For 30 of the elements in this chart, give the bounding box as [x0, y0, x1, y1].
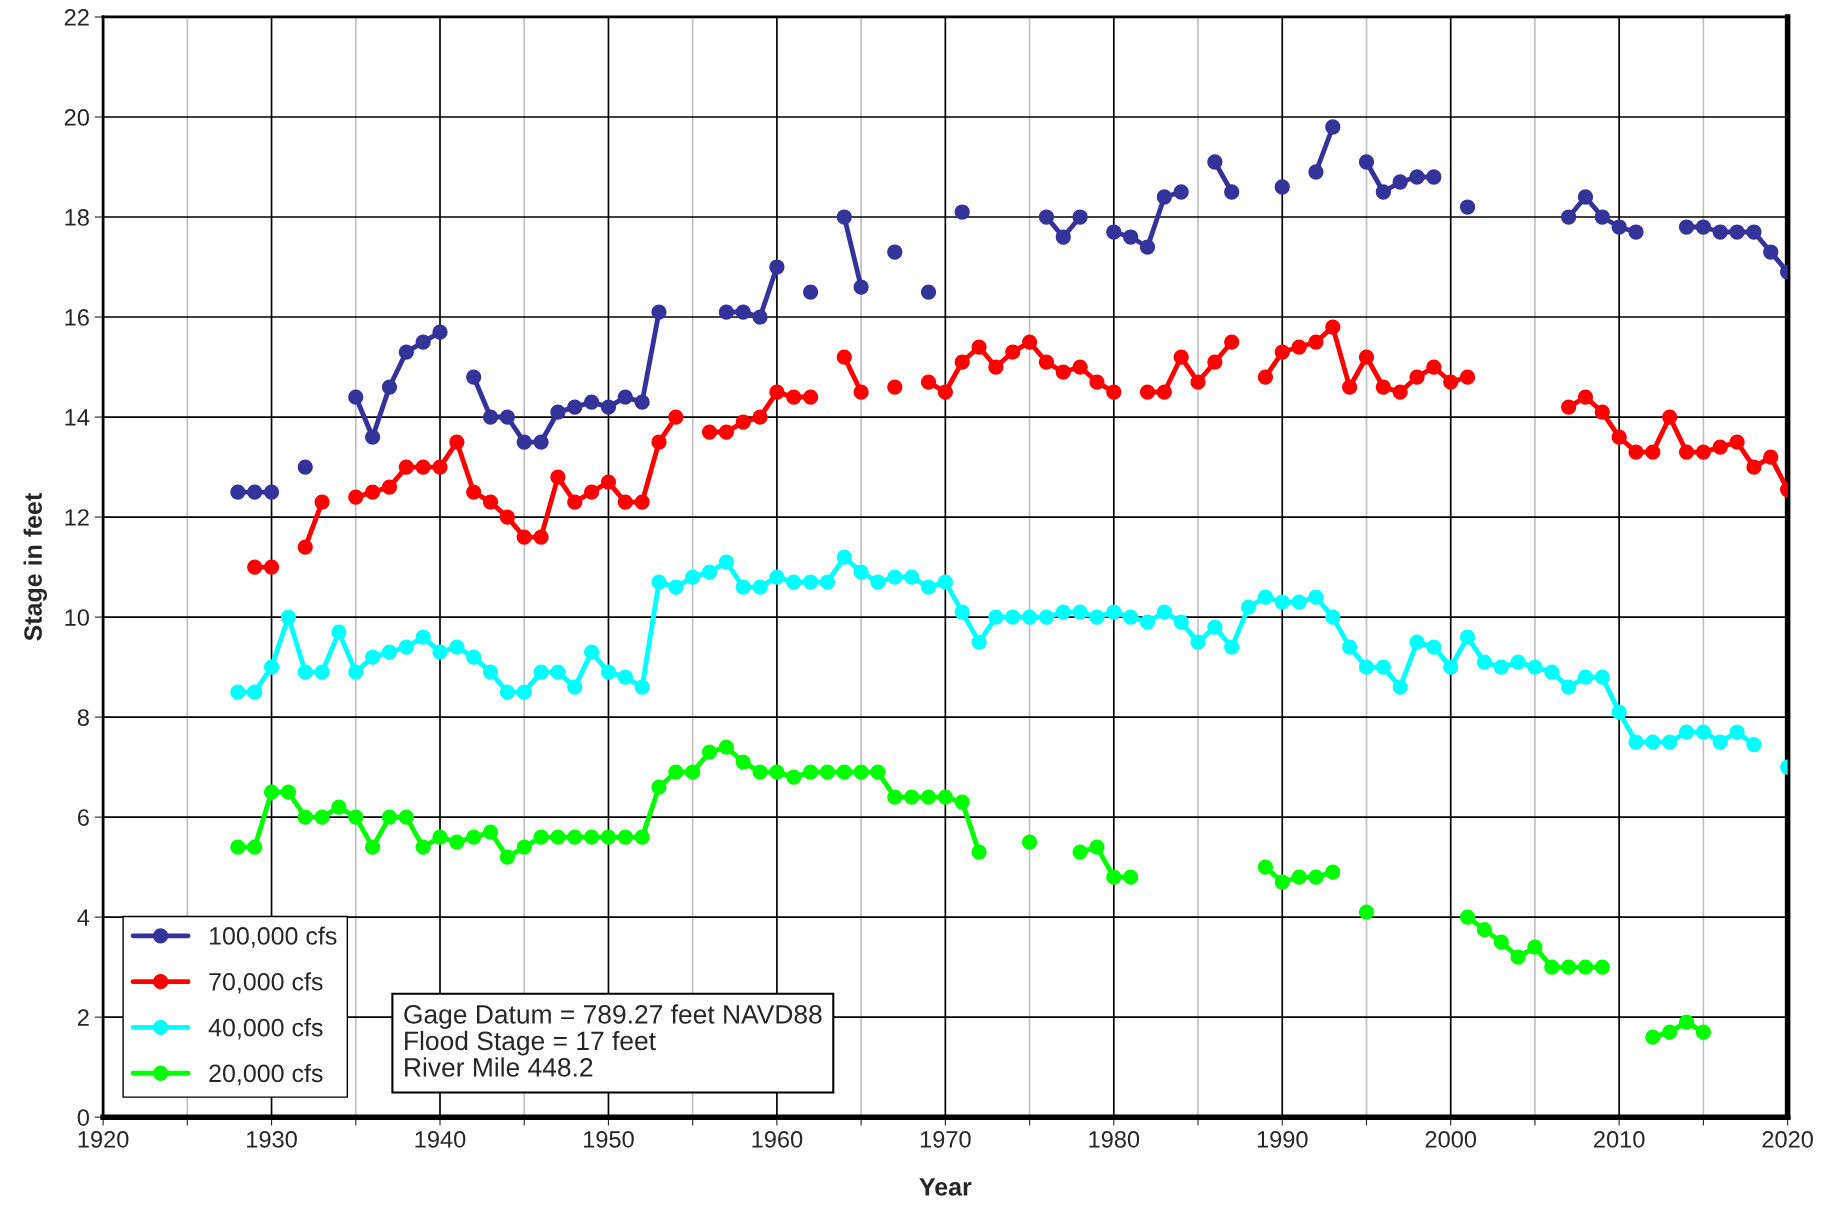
- legend-label: 100,000 cfs: [210, 926, 337, 948]
- x-tick-label: 1990: [1257, 1130, 1308, 1148]
- y-tick-label: 4: [77, 909, 90, 926]
- legend-label: 70,000 cfs: [209, 972, 323, 994]
- x-tick-label: 2010: [1594, 1130, 1645, 1148]
- legend-label: 40,000 cfs: [208, 1018, 323, 1040]
- y-tick-label: 0: [77, 1109, 89, 1126]
- legend-label: 20,000 cfs: [209, 1063, 323, 1086]
- y-tick-label: 8: [77, 709, 89, 726]
- x-tick-label: 1940: [415, 1130, 466, 1148]
- y-tick-label: 16: [65, 309, 89, 326]
- annotation: Gage Datum = 789.27 feet NAVD88 Flood Stage = 17 feet River Mile 448.2: [404, 1004, 822, 1077]
- y-tick-label: 14: [65, 409, 90, 426]
- x-tick-label: 1980: [1089, 1130, 1140, 1148]
- y-tick-label: 12: [65, 509, 89, 526]
- y-tick-label: 2: [77, 1009, 89, 1026]
- x-tick-label: 2020: [1762, 1130, 1813, 1148]
- x-tick-label: 1960: [752, 1130, 803, 1148]
- y-tick-label: 6: [77, 809, 89, 826]
- y-tick-label: 10: [65, 609, 89, 626]
- x-tick-label: 1920: [78, 1130, 129, 1148]
- x-axis-title: Year: [919, 1178, 972, 1196]
- x-tick-label: 1930: [247, 1130, 297, 1148]
- x-tick-label: 1970: [920, 1130, 971, 1148]
- y-tick-label: 22: [64, 9, 89, 26]
- y-tick-label: 20: [64, 109, 89, 126]
- x-tick-label: 2000: [1425, 1130, 1477, 1148]
- x-tick-label: 1950: [583, 1130, 634, 1148]
- y-axis-title: Stage in feet: [23, 493, 47, 641]
- y-tick-label: 18: [65, 209, 89, 226]
